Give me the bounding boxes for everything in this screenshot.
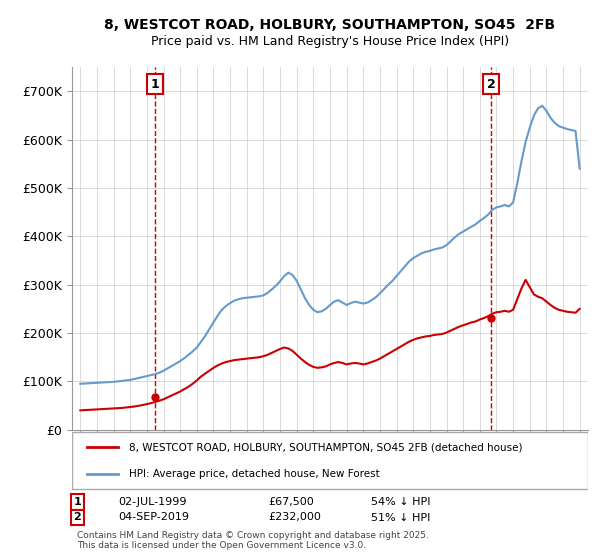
Text: £67,500: £67,500 <box>268 497 314 507</box>
Text: 04-SEP-2019: 04-SEP-2019 <box>118 512 190 522</box>
Text: 8, WESTCOT ROAD, HOLBURY, SOUTHAMPTON, SO45  2FB: 8, WESTCOT ROAD, HOLBURY, SOUTHAMPTON, S… <box>104 18 556 32</box>
Text: Price paid vs. HM Land Registry's House Price Index (HPI): Price paid vs. HM Land Registry's House … <box>151 35 509 49</box>
Text: HPI: Average price, detached house, New Forest: HPI: Average price, detached house, New … <box>129 469 380 479</box>
FancyBboxPatch shape <box>72 432 588 489</box>
Text: 51% ↓ HPI: 51% ↓ HPI <box>371 512 431 522</box>
Text: £232,000: £232,000 <box>268 512 321 522</box>
Text: 2: 2 <box>487 78 496 91</box>
Text: 1: 1 <box>73 497 81 507</box>
Text: 2: 2 <box>73 512 81 522</box>
Text: Contains HM Land Registry data © Crown copyright and database right 2025.
This d: Contains HM Land Registry data © Crown c… <box>77 530 429 550</box>
Text: 02-JUL-1999: 02-JUL-1999 <box>118 497 187 507</box>
Text: 8, WESTCOT ROAD, HOLBURY, SOUTHAMPTON, SO45 2FB (detached house): 8, WESTCOT ROAD, HOLBURY, SOUTHAMPTON, S… <box>129 442 522 452</box>
Text: 1: 1 <box>151 78 160 91</box>
Text: 54% ↓ HPI: 54% ↓ HPI <box>371 497 431 507</box>
